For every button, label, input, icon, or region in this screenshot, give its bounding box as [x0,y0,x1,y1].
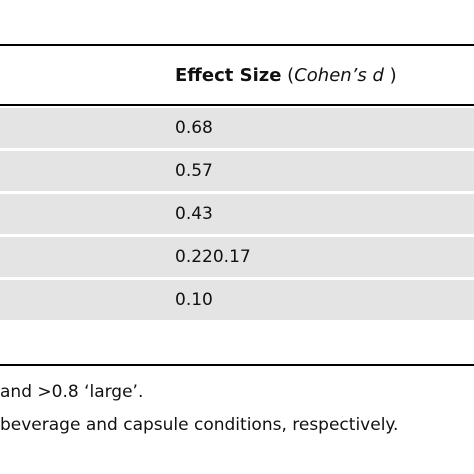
table-row: 0.57 [0,151,474,191]
table-row: 0.220.17 [0,237,474,277]
effect-size-cell: 0.68 [175,118,213,138]
effect-size-cell: 0.43 [175,204,213,224]
footnote-line-2: beverage and capsule conditions, respect… [0,415,399,435]
header-rule [0,104,474,106]
table-top-rule [0,44,474,46]
effect-size-column-header: Effect Size (Cohen’s d ) [175,60,397,92]
effect-size-label: Effect Size [175,65,282,86]
table-row: 0.10 [0,280,474,320]
paren-open: ( [281,65,295,86]
table-bottom-rule [0,364,474,366]
footnote-line-1: and >0.8 ‘large’. [0,382,144,402]
table-row: 0.43 [0,194,474,234]
table-row: 0.68 [0,108,474,148]
effect-size-cell: 0.220.17 [175,247,251,267]
cohens-d-label: Cohen’s d [294,65,384,86]
effect-size-cell: 0.10 [175,290,213,310]
effect-size-cell: 0.57 [175,161,213,181]
paren-close: ) [383,65,397,86]
